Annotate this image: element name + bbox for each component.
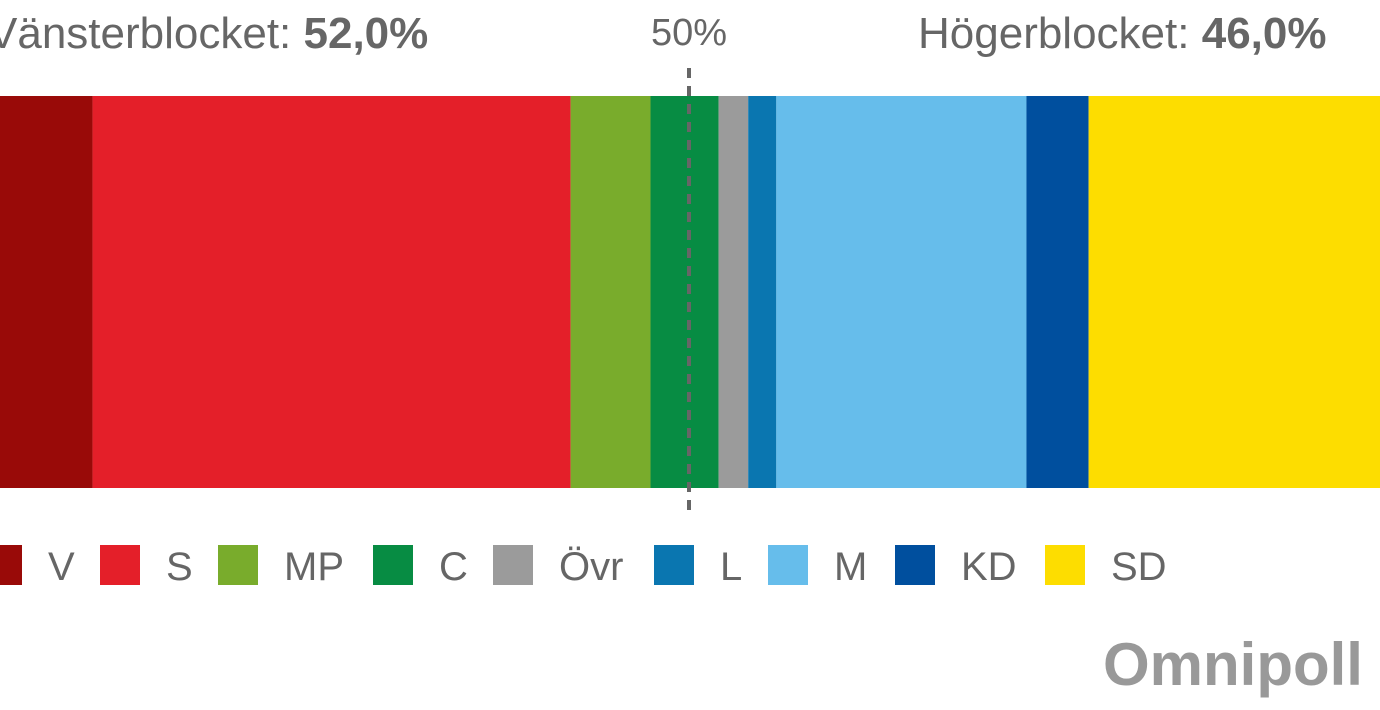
bar-segment xyxy=(718,96,749,488)
legend-swatch xyxy=(1045,545,1085,585)
legend-swatch xyxy=(218,545,258,585)
bar-segment xyxy=(748,96,777,488)
bloc-value: 52,0% xyxy=(304,9,429,58)
legend-label: V xyxy=(48,545,75,589)
bar-segment xyxy=(92,96,571,488)
bar-segment xyxy=(650,96,719,488)
legend-label: S xyxy=(166,545,193,589)
right-bloc: Högerblocket: 46,0% xyxy=(918,9,1326,58)
legend-swatch xyxy=(654,545,694,585)
bar-segment xyxy=(776,96,1027,488)
bloc-name: Vänsterblocket: xyxy=(0,9,291,58)
bar-segment xyxy=(0,96,93,488)
legend-label: KD xyxy=(961,545,1017,589)
legend-swatch xyxy=(100,545,140,585)
legend-label: SD xyxy=(1111,545,1167,589)
legend-swatch xyxy=(768,545,808,585)
legend-swatch xyxy=(493,545,533,585)
legend-label: C xyxy=(439,545,468,589)
bloc-name: Högerblocket: xyxy=(918,9,1189,58)
legend-swatch xyxy=(373,545,413,585)
legend-swatch xyxy=(0,545,22,585)
bloc-value: 46,0% xyxy=(1202,9,1327,58)
legend-label: M xyxy=(834,545,867,589)
left-bloc: Vänsterblocket: 52,0% xyxy=(0,9,428,58)
bar-segment xyxy=(1088,96,1380,488)
reference-label: 50% xyxy=(651,12,727,54)
legend-swatch xyxy=(895,545,935,585)
legend-label: MP xyxy=(284,545,344,589)
legend-label: Övr xyxy=(559,545,623,589)
bar-segment xyxy=(1026,96,1089,488)
source-logo: Omnipoll xyxy=(1103,631,1363,698)
legend-label: L xyxy=(720,545,742,589)
bar-segment xyxy=(570,96,651,488)
